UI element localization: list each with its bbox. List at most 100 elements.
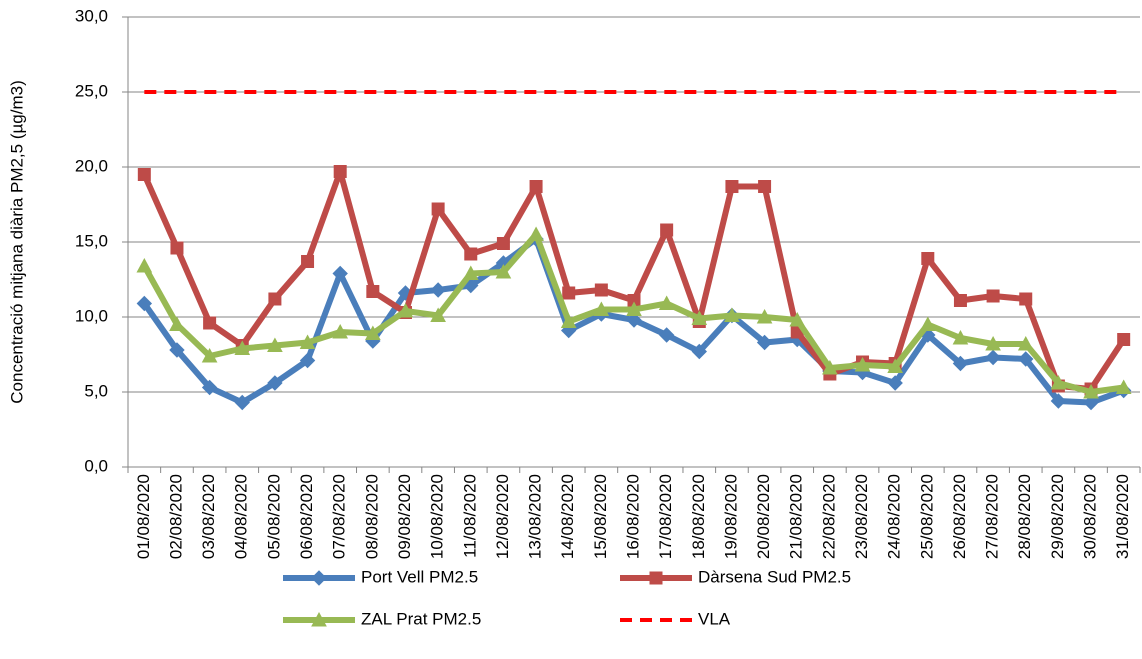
- x-tick-label: 02/08/2020: [166, 474, 185, 559]
- data-point: [724, 307, 740, 322]
- data-point: [822, 359, 838, 375]
- data-point: [430, 307, 446, 322]
- data-point: [658, 295, 675, 310]
- data-point: [332, 265, 348, 282]
- data-point: [758, 180, 772, 193]
- data-point: [1050, 393, 1067, 409]
- data-point: [234, 394, 250, 411]
- x-tick-label: 09/08/2020: [395, 474, 414, 559]
- data-point: [299, 352, 316, 369]
- data-point: [462, 265, 479, 280]
- data-point: [985, 349, 1001, 366]
- data-point: [887, 358, 903, 373]
- y-tick-label: 25,0: [75, 81, 108, 100]
- data-point: [725, 180, 739, 193]
- legend-marker: [311, 611, 327, 627]
- x-tick-label: 04/08/2020: [232, 474, 251, 559]
- data-point: [626, 312, 642, 328]
- data-point: [756, 308, 773, 324]
- legend-label: Port Vell PM2.5: [361, 567, 478, 586]
- series-line: [141, 168, 1127, 392]
- y-tick-label: 20,0: [75, 156, 108, 175]
- data-point: [1050, 374, 1067, 390]
- data-point: [952, 355, 969, 372]
- data-point: [431, 202, 445, 216]
- data-point: [854, 356, 871, 372]
- x-tick-label: 21/08/2020: [787, 474, 806, 559]
- data-point: [496, 237, 510, 250]
- x-tick-label: 10/08/2020: [428, 474, 447, 559]
- x-tick-label: 23/08/2020: [852, 474, 871, 559]
- x-tick-label: 13/08/2020: [526, 474, 545, 559]
- data-point: [789, 311, 806, 327]
- data-point: [301, 255, 315, 268]
- x-tick-label: 11/08/2020: [460, 474, 479, 558]
- data-point: [495, 263, 512, 279]
- y-tick-label: 0,0: [84, 456, 108, 475]
- data-point: [626, 301, 642, 316]
- data-point: [332, 323, 349, 339]
- data-point: [528, 226, 544, 241]
- data-point: [985, 335, 1001, 351]
- data-point: [203, 316, 217, 330]
- data-point: [234, 340, 251, 355]
- data-point: [953, 294, 967, 307]
- x-tick-label: 31/08/2020: [1113, 474, 1132, 559]
- data-point: [169, 316, 185, 331]
- data-point: [921, 252, 935, 265]
- data-point: [952, 329, 969, 345]
- data-point: [1083, 383, 1099, 399]
- data-point: [1117, 333, 1131, 346]
- y-tick-label: 15,0: [75, 231, 108, 250]
- data-point: [658, 327, 675, 343]
- x-tick-label: 01/08/2020: [134, 474, 153, 559]
- x-tick-label: 29/08/2020: [1048, 474, 1067, 559]
- data-point: [1017, 335, 1034, 351]
- y-tick-label: 5,0: [84, 381, 108, 400]
- x-tick-label: 30/08/2020: [1081, 474, 1100, 559]
- legend-label: ZAL Prat PM2.5: [361, 609, 481, 628]
- x-tick-label: 12/08/2020: [493, 474, 512, 559]
- data-point: [201, 379, 218, 396]
- data-point: [1018, 351, 1034, 367]
- data-point: [919, 316, 936, 331]
- legend-label: Dàrsena Sud PM2.5: [698, 567, 851, 586]
- data-point: [333, 165, 347, 178]
- data-point: [430, 282, 446, 298]
- legend-marker: [311, 570, 327, 586]
- x-tick-label: 14/08/2020: [558, 474, 577, 559]
- data-point: [562, 286, 576, 300]
- x-tick-label: 17/08/2020: [656, 474, 675, 559]
- data-point: [560, 313, 577, 328]
- data-point: [299, 334, 316, 349]
- x-tick-label: 07/08/2020: [330, 474, 349, 559]
- data-point: [268, 292, 282, 306]
- data-point: [1115, 379, 1132, 394]
- x-tick-label: 28/08/2020: [1015, 474, 1034, 559]
- x-tick-label: 16/08/2020: [623, 474, 642, 559]
- x-tick-label: 25/08/2020: [917, 474, 936, 559]
- x-tick-label: 24/08/2020: [885, 474, 904, 559]
- data-point: [986, 289, 1000, 303]
- data-point: [169, 342, 185, 358]
- x-tick-label: 20/08/2020: [754, 474, 773, 559]
- data-point: [170, 241, 184, 255]
- x-tick-label: 26/08/2020: [950, 474, 969, 559]
- data-point: [366, 285, 380, 298]
- x-tick-label: 15/08/2020: [591, 474, 610, 559]
- data-point: [691, 310, 708, 325]
- x-tick-label: 18/08/2020: [689, 474, 708, 559]
- y-axis-title: Concentració mitjana diària PM2,5 (µg/m3…: [7, 80, 26, 403]
- x-tick-label: 27/08/2020: [983, 474, 1002, 559]
- data-point: [529, 180, 543, 193]
- data-point: [136, 295, 153, 312]
- x-tick-label: 19/08/2020: [721, 474, 740, 559]
- legend-marker: [649, 571, 663, 585]
- x-tick-label: 03/08/2020: [199, 474, 218, 559]
- data-point: [397, 302, 414, 318]
- legend-label: VLA: [698, 609, 731, 628]
- data-point: [201, 347, 218, 363]
- data-point: [137, 168, 151, 181]
- data-point: [267, 337, 283, 352]
- data-point: [464, 247, 478, 261]
